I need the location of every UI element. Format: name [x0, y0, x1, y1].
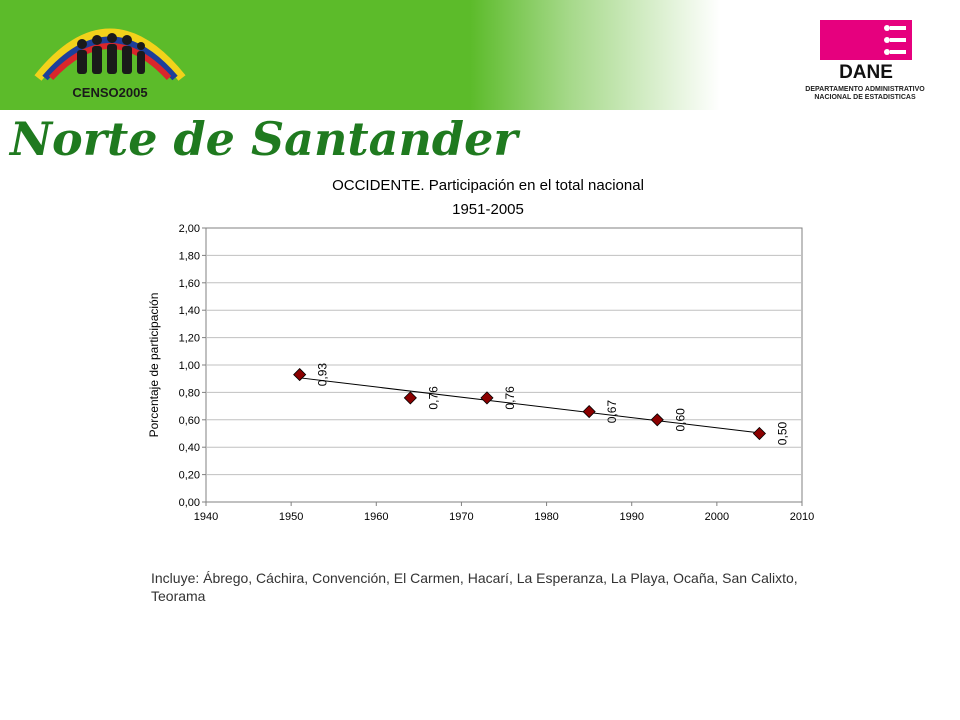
y-tick-label: 1,40 [179, 305, 200, 317]
y-tick-label: 0,80 [179, 387, 200, 399]
y-tick-label: 2,00 [179, 223, 200, 235]
data-label: 0,76 [503, 386, 517, 410]
line-chart: OCCIDENTE. Participación en el total nac… [147, 177, 814, 523]
dane-logo-text: DANE [839, 62, 893, 82]
data-point [480, 391, 494, 405]
trend-line [299, 377, 760, 434]
y-tick-label: 1,00 [179, 360, 200, 372]
dane-subtitle-line1: DEPARTAMENTO ADMINISTRATIVO [805, 86, 925, 93]
y-tick-label: 1,60 [179, 278, 200, 290]
footnote: Incluye: Ábrego, Cáchira, Convención, El… [151, 570, 798, 604]
dane-subtitle: DEPARTAMENTO ADMINISTRATIVO NACIONAL DE … [790, 86, 940, 102]
data-point [403, 391, 417, 405]
x-tick-label: 1990 [619, 511, 643, 523]
y-tick-label: 0,00 [179, 497, 200, 509]
y-axis-label: Porcentaje de participación [147, 293, 161, 438]
chart-subtitle: 1951-2005 [452, 201, 524, 218]
data-label: 0,50 [775, 421, 789, 445]
y-tick-label: 0,20 [179, 470, 200, 482]
dane-logo: DANE DEPARTAMENTO ADMINISTRATIVO NACIONA… [790, 18, 940, 108]
dane-logo-mark: DANE [820, 20, 912, 83]
y-tick-label: 1,20 [179, 333, 200, 345]
x-tick-label: 1940 [194, 511, 218, 523]
data-point [650, 413, 664, 427]
censo-logo-text: CENSO2005 [72, 85, 147, 100]
data-point [752, 426, 766, 441]
data-label: 0,67 [605, 400, 619, 424]
data-label: 0,76 [426, 386, 440, 410]
y-tick-label: 0,60 [179, 415, 200, 427]
data-label: 0,93 [316, 363, 330, 387]
x-tick-label: 2010 [790, 511, 814, 523]
data-point [293, 368, 307, 382]
page-title: Norte de Santander [10, 112, 518, 166]
data-label: 0,60 [673, 408, 687, 432]
x-tick-label: 1960 [364, 511, 388, 523]
x-tick-label: 1980 [534, 511, 558, 523]
chart-title: OCCIDENTE. Participación en el total nac… [332, 177, 644, 194]
header-banner: CENSO2005 DANE DEPARTAMENTO ADMINISTRATI… [0, 0, 960, 110]
censo-2005-logo: CENSO2005 [34, 28, 186, 100]
data-point [582, 405, 596, 419]
y-tick-label: 1,80 [179, 250, 200, 262]
x-tick-label: 1950 [279, 511, 303, 523]
x-tick-label: 2000 [705, 511, 729, 523]
dane-subtitle-line2: NACIONAL DE ESTADISTICAS [814, 94, 916, 101]
y-tick-label: 0,40 [179, 442, 200, 454]
x-tick-label: 1970 [449, 511, 473, 523]
